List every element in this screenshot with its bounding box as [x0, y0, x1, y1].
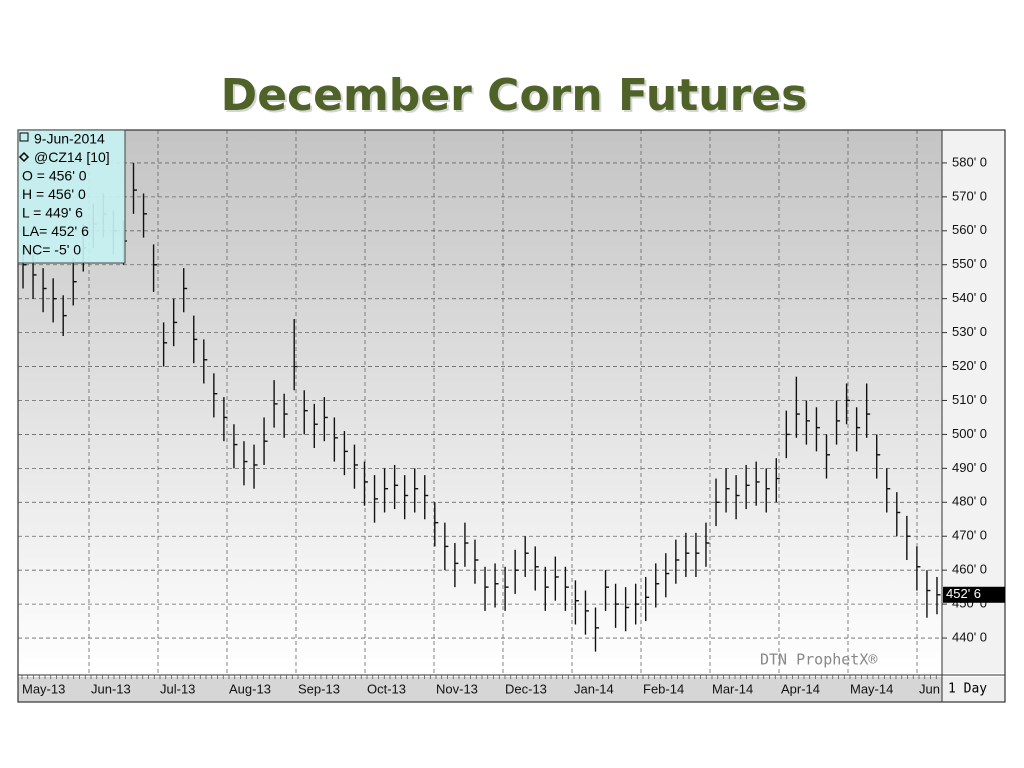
x-tick-label: Jul-13 [160, 681, 195, 696]
diamond-icon [18, 151, 30, 163]
x-tick-label: Apr-14 [781, 681, 820, 696]
info-box-bg [17, 129, 126, 264]
y-tick-label: 580' 0 [952, 154, 987, 169]
info-line: 9-Jun-2014 [34, 131, 105, 147]
x-tick-label: Aug-13 [229, 681, 271, 696]
info-icon [19, 132, 29, 142]
info-line: LA= 452' 6 [22, 223, 89, 239]
last-price-tag [943, 586, 1005, 603]
grid [18, 130, 942, 673]
bars [22, 162, 941, 652]
x-tick-label: Dec-13 [505, 681, 547, 696]
plot-area [18, 130, 942, 673]
info-line: O = 456' 0 [22, 168, 87, 184]
info-line: @CZ14 [10] [34, 149, 110, 165]
y-tick-label: 440' 0 [952, 629, 987, 644]
y-tick-label: 560' 0 [952, 222, 987, 237]
x-tick-label: Mar-14 [712, 681, 753, 696]
interval-box [942, 677, 1005, 702]
y-tick-label: 500' 0 [952, 426, 987, 441]
y-tick-label: 480' 0 [952, 494, 987, 509]
y-tick-label: 470' 0 [952, 528, 987, 543]
x-tick-label: Jan-14 [574, 681, 614, 696]
x-tick-label: Jun-13 [91, 681, 131, 696]
y-axis-area [942, 130, 1005, 673]
y-tick-label: 520' 0 [952, 358, 987, 373]
x-tick-label: May-13 [22, 681, 65, 696]
chart-title: December Corn Futures [221, 70, 808, 121]
y-tick-label: 570' 0 [952, 188, 987, 203]
frame [17, 129, 1006, 703]
info-box: 9-Jun-2014 @CZ14 [10] O = 456' 0 H = 456' 0… [17, 129, 126, 264]
x-axis-area [18, 677, 942, 702]
y-tick-label: 530' 0 [952, 324, 987, 339]
x-tick-label: May-14 [850, 681, 893, 696]
x-tick-label: Jun [919, 681, 940, 696]
x-tick-label: Feb-14 [643, 681, 684, 696]
chart-title-shadow: December Corn Futures [223, 72, 810, 123]
x-tick-label: Oct-13 [367, 681, 406, 696]
y-tick-label: 490' 0 [952, 460, 987, 475]
x-tick-label: Nov-13 [436, 681, 478, 696]
y-tick-label: 510' 0 [952, 392, 987, 407]
y-tick-label: 460' 0 [952, 562, 987, 577]
interval-label: 1 Day [948, 682, 987, 697]
last-price-label: 452' 6 [946, 586, 981, 601]
x-tick-label: Sep-13 [298, 681, 340, 696]
info-line: H = 456' 0 [22, 186, 86, 202]
y-tick-label: 550' 0 [952, 256, 987, 271]
x-axis: May-13 Jun-13 Jul-13 Aug-13 Sep-13 Oct-13 Nov-… [22, 681, 940, 696]
y-tick-label: 540' 0 [952, 290, 987, 305]
info-line: L = 449' 6 [22, 205, 83, 221]
watermark: DTN ProphetX® [760, 651, 878, 669]
info-line: NC= -5' 0 [22, 242, 81, 258]
